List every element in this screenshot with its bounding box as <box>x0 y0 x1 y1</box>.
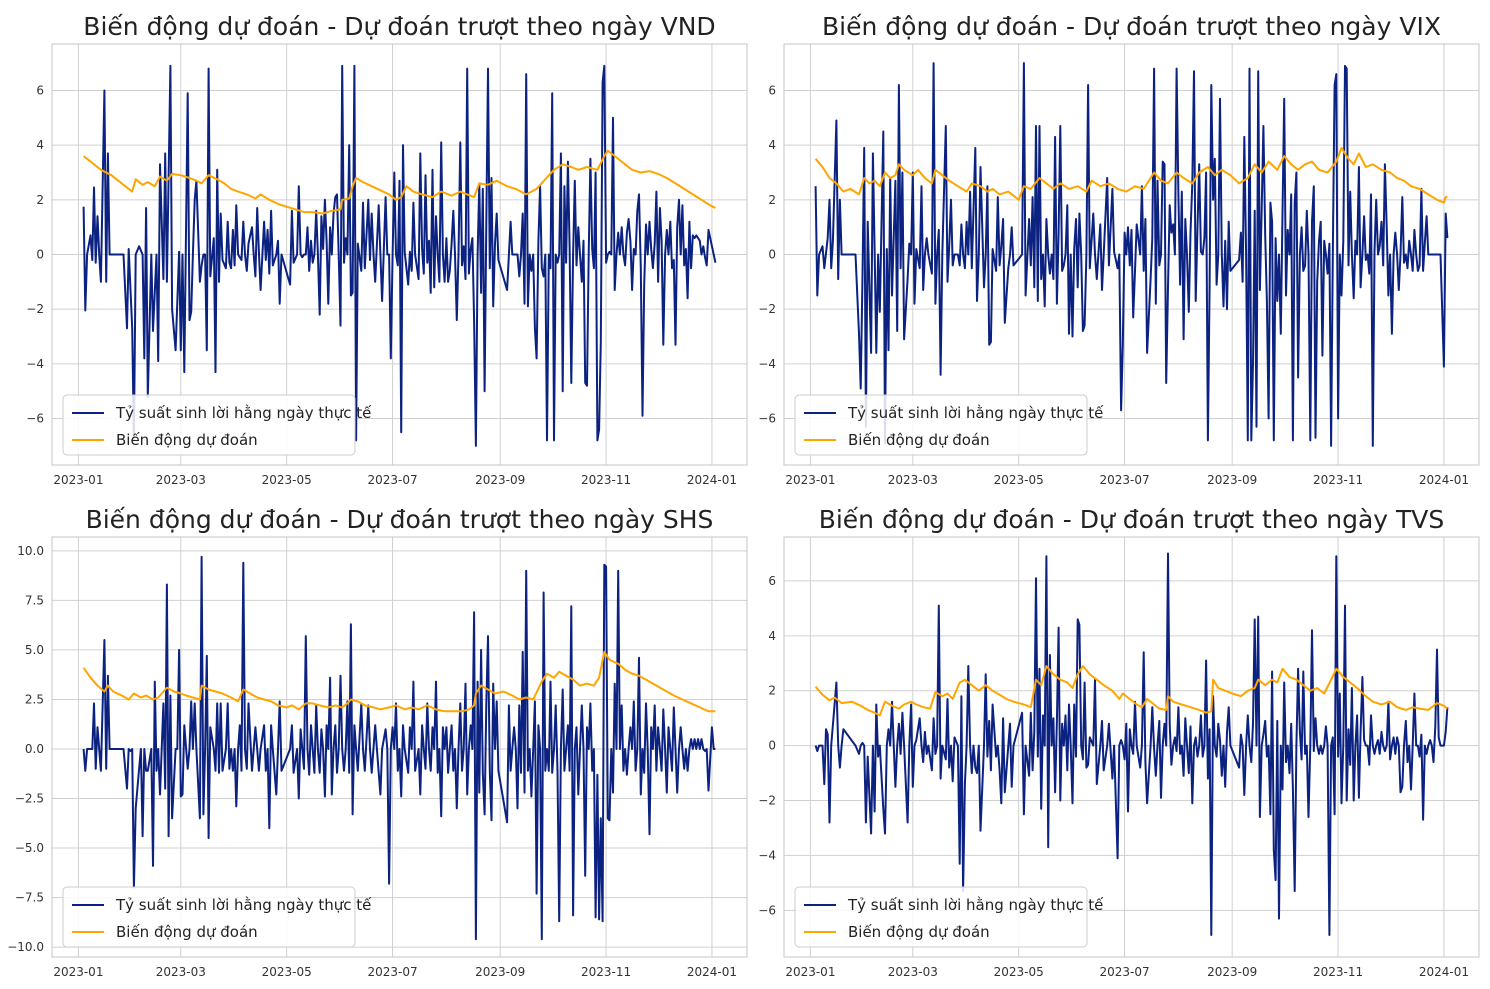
x-tick-label: 2023-07 <box>367 965 417 979</box>
chart-title: Biến động dự đoán - Dự đoán trượt theo n… <box>822 12 1441 41</box>
y-tick-label: −6 <box>758 903 776 917</box>
y-tick-label: −10.0 <box>7 940 44 954</box>
actual-return-line <box>82 64 717 447</box>
y-tick-label: 2 <box>36 193 44 207</box>
y-tick-label: 0.0 <box>25 742 44 756</box>
y-tick-label: 0 <box>768 248 776 262</box>
axes-frame <box>51 536 748 958</box>
y-tick-label: 6 <box>768 83 776 97</box>
axes-frame <box>783 536 1480 958</box>
x-tick-label: 2023-01 <box>53 965 103 979</box>
x-tick-label: 2023-09 <box>1207 965 1257 979</box>
actual-return-line <box>814 552 1449 936</box>
legend-box <box>62 886 356 948</box>
y-tick-label: 2 <box>768 684 776 698</box>
axes-frame <box>783 43 1480 466</box>
legend-label: Biến động dự đoán <box>848 923 990 941</box>
x-tick-label: 2023-03 <box>888 965 938 979</box>
y-tick-label: −2.5 <box>15 792 44 806</box>
legend-box <box>794 394 1088 456</box>
y-tick-label: 4 <box>768 629 776 643</box>
legend-box <box>794 886 1088 948</box>
x-tick-label: 2023-09 <box>1207 473 1257 487</box>
y-tick-label: −4 <box>26 357 44 371</box>
y-tick-label: −5.0 <box>15 841 44 855</box>
y-tick-label: −4 <box>758 848 776 862</box>
y-tick-label: 6 <box>36 83 44 97</box>
y-tick-label: 10.0 <box>17 544 44 558</box>
y-tick-label: 5.0 <box>25 643 44 657</box>
legend: Tỷ suất sinh lời hằng ngày thực tế Biến đ… <box>794 394 1104 456</box>
x-tick-label: 2023-01 <box>785 473 835 487</box>
x-tick-label: 2023-03 <box>888 473 938 487</box>
y-tick-label: 6 <box>768 574 776 588</box>
x-tick-label: 2023-05 <box>262 473 312 487</box>
x-tick-label: 2023-09 <box>475 473 525 487</box>
y-tick-label: 0 <box>768 739 776 753</box>
y-tick-label: −4 <box>758 357 776 371</box>
y-tick-label: −6 <box>758 412 776 426</box>
y-tick-label: −2 <box>26 302 44 316</box>
x-tick-label: 2023-07 <box>1099 965 1149 979</box>
y-tick-label: 0 <box>36 248 44 262</box>
x-tick-label: 2024-01 <box>687 473 737 487</box>
chart-title: Biến động dự đoán - Dự đoán trượt theo n… <box>819 505 1445 534</box>
axes-frame <box>51 43 748 466</box>
x-tick-label: 2023-11 <box>1313 473 1363 487</box>
forecast-volatility-line <box>814 146 1448 204</box>
x-tick-label: 2023-01 <box>785 965 835 979</box>
x-tick-label: 2023-11 <box>1313 965 1363 979</box>
x-tick-label: 2023-07 <box>367 473 417 487</box>
x-tick-label: 2023-11 <box>581 473 631 487</box>
y-tick-label: 2 <box>768 193 776 207</box>
y-tick-label: −7.5 <box>15 891 44 905</box>
chart-title: Biến động dự đoán - Dự đoán trượt theo n… <box>86 505 714 534</box>
legend: Tỷ suất sinh lời hằng ngày thực tế Biến đ… <box>62 394 372 456</box>
x-tick-label: 2024-01 <box>687 965 737 979</box>
actual-return-line <box>814 62 1449 447</box>
x-tick-label: 2023-09 <box>475 965 525 979</box>
y-tick-label: 4 <box>36 138 44 152</box>
x-tick-label: 2023-01 <box>53 473 103 487</box>
chart-vix: 6 4 2 0 −2 −4 −6 2023-01 2023-03 2023-05 2023-07 20… <box>758 12 1480 487</box>
x-tick-label: 2023-11 <box>581 965 631 979</box>
legend-label: Tỷ suất sinh lời hằng ngày thực tế <box>847 404 1104 422</box>
legend: Tỷ suất sinh lời hằng ngày thực tế Biến đ… <box>794 886 1104 948</box>
legend: Tỷ suất sinh lời hằng ngày thực tế Biến đ… <box>62 886 372 948</box>
y-tick-label: −6 <box>26 412 44 426</box>
actual-return-line <box>82 555 716 941</box>
x-tick-label: 2024-01 <box>1419 473 1469 487</box>
forecast-volatility-line <box>82 650 716 713</box>
x-tick-label: 2023-05 <box>262 965 312 979</box>
legend-box <box>62 394 356 456</box>
legend-label: Biến động dự đoán <box>116 923 258 941</box>
x-tick-label: 2023-05 <box>994 473 1044 487</box>
legend-label: Tỷ suất sinh lời hằng ngày thực tế <box>847 896 1104 914</box>
legend-label: Biến động dự đoán <box>848 431 990 449</box>
chart-vnd: 6 4 2 0 −2 −4 −6 2023-01 2023-03 2023-05 2023-07 20… <box>26 12 748 487</box>
y-tick-label: −2 <box>758 794 776 808</box>
y-tick-label: 7.5 <box>25 593 44 607</box>
chart-shs: 10.0 7.5 5.0 2.5 0.0 −2.5 −5.0 −7.5 −10.0 2023-01… <box>7 505 748 979</box>
y-tick-label: −2 <box>758 302 776 316</box>
forecast-volatility-line <box>82 149 716 215</box>
legend-label: Tỷ suất sinh lời hằng ngày thực tế <box>115 896 372 914</box>
chart-title: Biến động dự đoán - Dự đoán trượt theo n… <box>83 12 715 41</box>
chart-tvs: 6 4 2 0 −2 −4 −6 2023-01 2023-03 2023-05 2023-07 20… <box>758 505 1480 979</box>
y-tick-label: 4 <box>768 138 776 152</box>
legend-label: Biến động dự đoán <box>116 431 258 449</box>
x-tick-label: 2023-03 <box>156 965 206 979</box>
x-tick-label: 2023-05 <box>994 965 1044 979</box>
legend-label: Tỷ suất sinh lời hằng ngày thực tế <box>115 404 372 422</box>
x-tick-label: 2024-01 <box>1419 965 1469 979</box>
x-tick-label: 2023-07 <box>1099 473 1149 487</box>
forecast-volatility-line <box>814 665 1449 717</box>
x-tick-label: 2023-03 <box>156 473 206 487</box>
y-tick-label: 2.5 <box>25 692 44 706</box>
